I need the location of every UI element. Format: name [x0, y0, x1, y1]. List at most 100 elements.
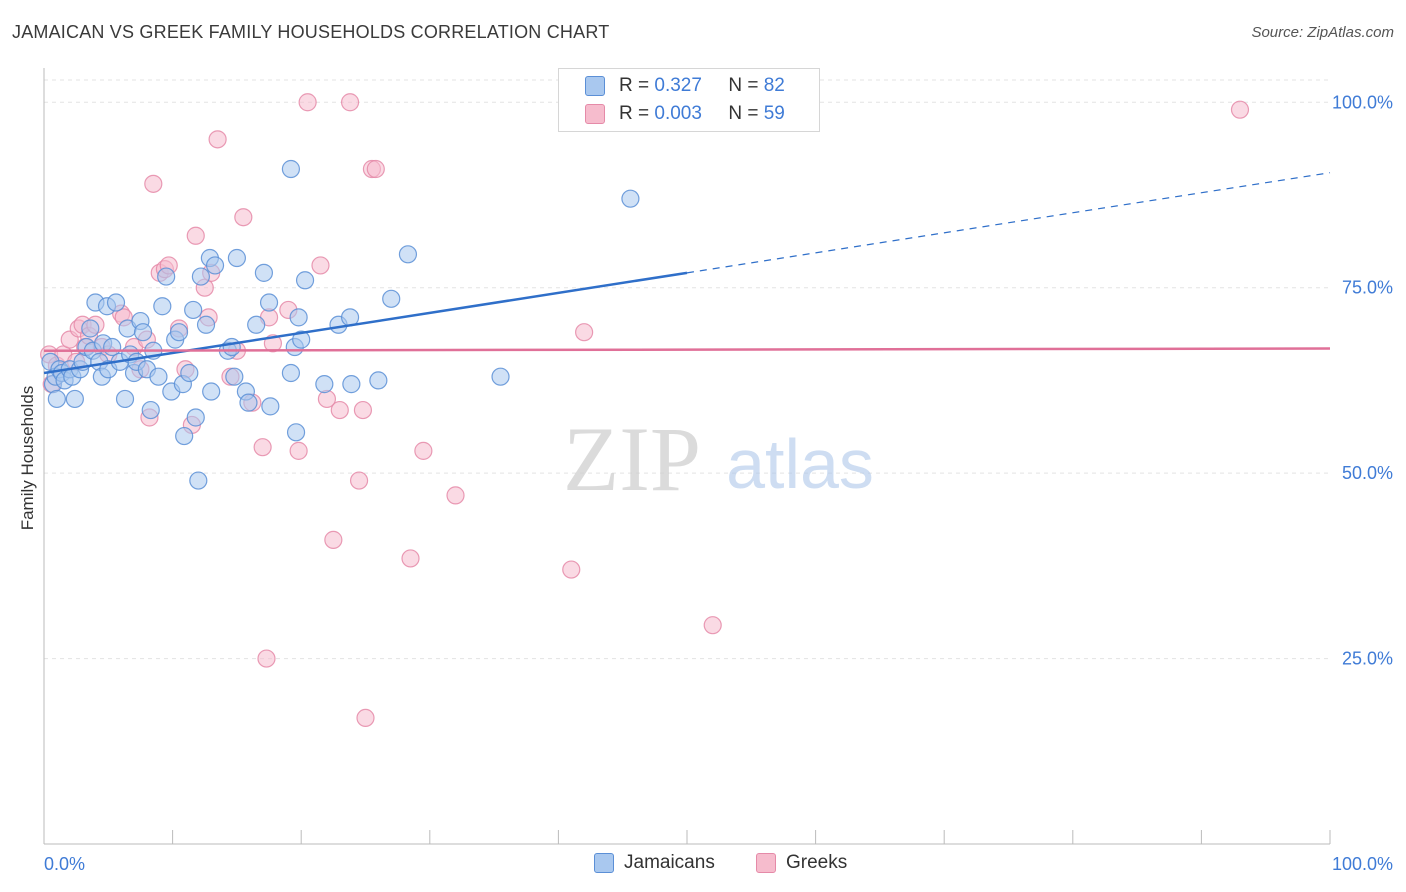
legend-swatch-pink: [585, 104, 605, 124]
point-jamaicans: [196, 315, 216, 334]
point-greeks: [353, 400, 373, 420]
point-jamaicans: [621, 189, 640, 208]
point-jamaicans: [382, 289, 401, 308]
point-jamaicans: [281, 363, 301, 383]
point-greeks: [349, 471, 369, 490]
point-jamaicans: [222, 337, 241, 357]
point-jamaicans: [141, 400, 160, 420]
point-greeks: [311, 256, 330, 275]
point-greeks: [186, 226, 205, 245]
point-jamaicans: [225, 367, 244, 386]
trend-lines: [43, 172, 1331, 375]
legend-r-value: 0.003: [654, 103, 702, 124]
point-greeks: [340, 93, 360, 112]
point-greeks: [208, 130, 227, 149]
point-greeks: [401, 549, 420, 568]
legend-item-greeks: Greeks: [756, 852, 847, 874]
point-jamaicans: [239, 393, 258, 412]
point-jamaicans: [369, 371, 388, 390]
watermark: ZIP atlas: [563, 408, 874, 510]
point-jamaicans: [342, 375, 361, 394]
point-jamaicans: [289, 308, 308, 327]
point-jamaicans: [81, 319, 100, 338]
series-legend: Jamaicans Greeks: [0, 852, 1406, 878]
point-jamaicans: [202, 382, 221, 401]
point-jamaicans: [115, 389, 135, 409]
legend-n-value: 59: [763, 103, 785, 124]
point-greeks: [234, 208, 253, 227]
legend-r-label: R =: [619, 75, 650, 96]
point-greeks: [414, 441, 433, 460]
trend-line-jamaicans-extension: [686, 172, 1331, 274]
trend-line-greeks: [43, 347, 1331, 352]
point-greeks: [324, 530, 343, 549]
y-tick-label: 100.0%: [1332, 92, 1393, 112]
chart-title: JAMAICAN VS GREEK FAMILY HOUSEHOLDS CORR…: [12, 22, 610, 42]
point-jamaicans: [180, 363, 199, 383]
point-greeks: [330, 400, 349, 420]
point-greeks: [257, 649, 276, 668]
axes: [43, 68, 1331, 845]
point-greeks: [366, 159, 385, 179]
point-jamaicans: [295, 271, 315, 290]
point-jamaicans: [491, 367, 510, 386]
point-jamaicans: [261, 397, 280, 416]
point-jamaicans: [247, 315, 266, 334]
y-tick-label: 25.0%: [1342, 649, 1393, 669]
legend-row-greeks: R = 0.003 N = 59: [585, 101, 785, 127]
tick-labels: 25.0% 50.0% 75.0% 100.0% 0.0% 100.0%: [44, 92, 1393, 874]
point-greeks: [703, 616, 722, 635]
legend-r-value: 0.327: [654, 75, 702, 96]
trend-line-jamaicans: [43, 271, 688, 375]
point-jamaicans: [205, 256, 225, 275]
point-jamaicans: [149, 367, 168, 386]
point-jamaicans: [47, 389, 66, 409]
x-tick-label-max: 100.0%: [1332, 854, 1393, 874]
point-jamaicans: [133, 323, 153, 342]
point-jamaicans: [186, 408, 205, 427]
point-jamaicans: [106, 293, 126, 312]
point-jamaicans: [191, 267, 210, 286]
legend-n-value: 82: [763, 75, 785, 96]
legend-n-label: N =: [728, 75, 759, 96]
legend-label-greeks: Greeks: [786, 852, 848, 873]
y-tick-label: 50.0%: [1342, 463, 1393, 483]
point-jamaicans: [157, 267, 176, 286]
point-jamaicans: [153, 297, 172, 316]
point-jamaicans: [281, 159, 301, 179]
point-jamaicans: [65, 389, 84, 409]
point-greeks: [144, 174, 163, 193]
point-jamaicans: [398, 245, 418, 264]
point-greeks: [253, 438, 272, 457]
point-greeks: [356, 708, 375, 728]
y-tick-label: 75.0%: [1342, 278, 1393, 298]
legend-r-label: R =: [619, 103, 650, 124]
stats-legend: R = 0.327 N = 82 R = 0.003 N = 59: [558, 68, 820, 132]
legend-item-jamaicans: Jamaicans: [594, 852, 715, 874]
point-greeks: [298, 93, 317, 112]
point-greeks: [575, 323, 594, 342]
legend-swatch-pink: [756, 853, 776, 873]
watermark-zip: ZIP: [563, 408, 701, 510]
watermark-atlas: atlas: [726, 425, 874, 503]
point-greeks: [1230, 100, 1250, 119]
point-greeks: [562, 560, 581, 579]
source-label: Source: ZipAtlas.com: [1251, 24, 1394, 41]
point-jamaicans: [259, 293, 279, 312]
point-jamaicans: [169, 323, 189, 342]
legend-swatch-blue: [585, 76, 605, 96]
series-jamaicans-points: [41, 159, 640, 490]
point-greeks: [446, 486, 465, 505]
legend-label-jamaicans: Jamaicans: [624, 852, 715, 873]
legend-n-label: N =: [728, 103, 759, 124]
point-jamaicans: [254, 263, 274, 282]
point-jamaicans: [286, 423, 306, 442]
legend-swatch-blue: [594, 853, 614, 873]
legend-row-jamaicans: R = 0.327 N = 82: [585, 73, 785, 99]
point-greeks: [289, 441, 308, 460]
point-jamaicans: [292, 330, 311, 349]
point-jamaicans: [189, 471, 208, 490]
point-jamaicans: [227, 248, 246, 268]
x-tick-label-min: 0.0%: [44, 854, 85, 874]
